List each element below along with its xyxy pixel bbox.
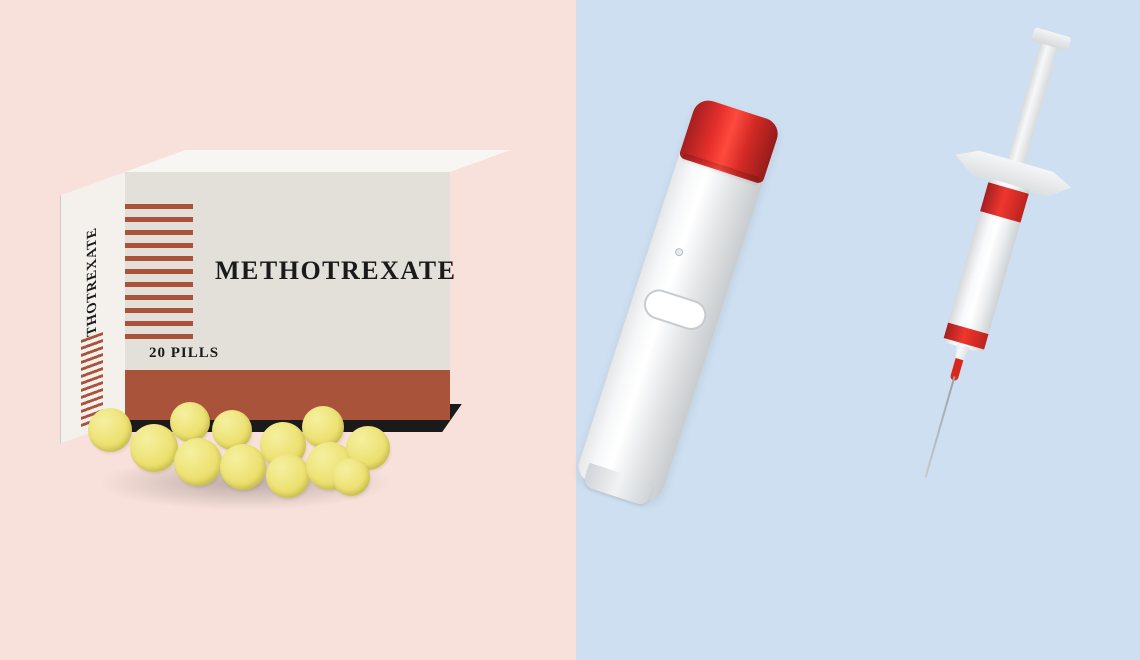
syringe-liquid <box>950 358 964 381</box>
autoinjector-indicator-dot <box>674 247 684 257</box>
pill <box>174 438 222 486</box>
syringe-needle <box>925 376 956 477</box>
syringe-plunger-cap <box>1031 27 1071 51</box>
panel-oral-medication: METHOTREXATE METHOTREXATE 20 PILLS <box>0 0 576 660</box>
pill <box>130 424 178 472</box>
box-front-face: METHOTREXATE 20 PILLS <box>125 172 450 420</box>
infographic: METHOTREXATE METHOTREXATE 20 PILLS <box>0 0 1140 660</box>
injectors-scene <box>576 0 1140 660</box>
medicine-box: METHOTREXATE METHOTREXATE 20 PILLS <box>60 150 450 420</box>
pill <box>266 454 310 498</box>
box-pillcount-label: 20 PILLS <box>149 345 219 362</box>
autoinjector-tip-collar <box>582 463 654 507</box>
autoinjector-pen <box>575 96 782 504</box>
pill <box>332 458 370 496</box>
pills-cluster <box>70 400 430 520</box>
pill <box>302 406 344 448</box>
autoinjector-body <box>575 96 782 504</box>
pill <box>88 408 132 452</box>
pill <box>170 402 210 442</box>
syringe-plunger <box>1007 38 1060 168</box>
panel-injectable-medication <box>576 0 1140 660</box>
box-front-stripes <box>125 204 193 344</box>
pill <box>220 444 266 490</box>
autoinjector-dose-window <box>640 286 710 334</box>
prefilled-syringe <box>1007 38 1060 168</box>
box-top-face <box>125 150 510 172</box>
box-brand-label: METHOTREXATE <box>215 256 456 286</box>
